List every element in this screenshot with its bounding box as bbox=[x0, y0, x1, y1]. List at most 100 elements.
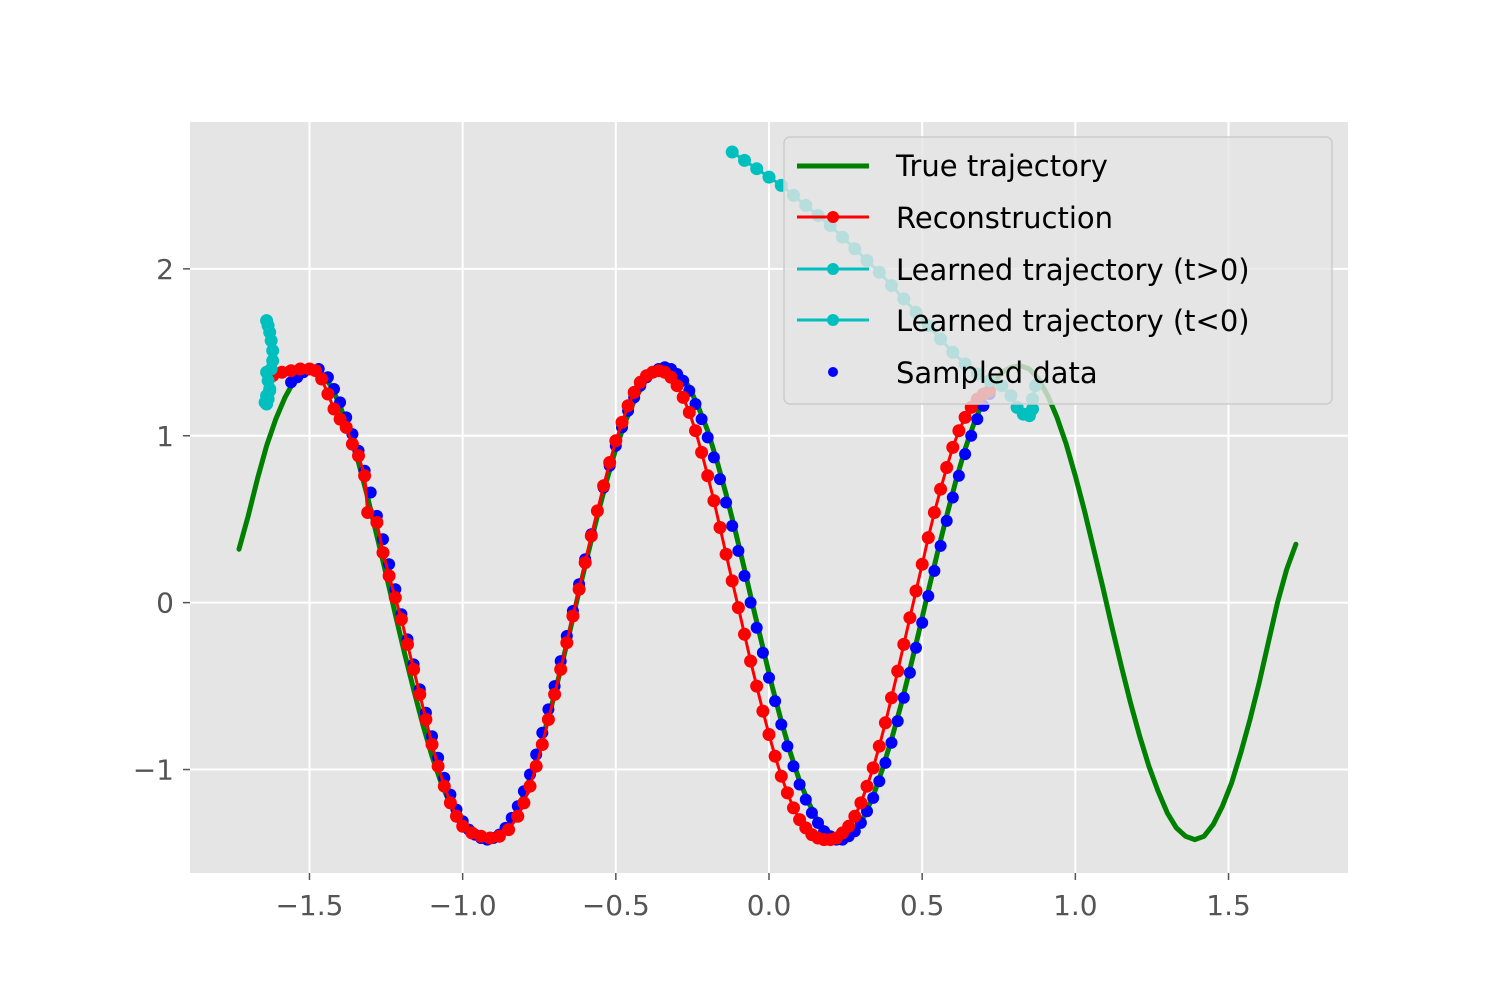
data-point-sampled-data bbox=[940, 514, 953, 527]
data-point-reconstruction bbox=[572, 582, 586, 596]
data-point-sampled-data bbox=[769, 695, 782, 708]
data-point-reconstruction bbox=[713, 521, 727, 534]
data-point-reconstruction bbox=[915, 557, 929, 571]
data-point-learned-trajectory-t-0 bbox=[264, 334, 278, 348]
data-point-reconstruction bbox=[854, 796, 868, 810]
y-tick-label: 0 bbox=[156, 587, 174, 620]
data-point-reconstruction bbox=[934, 482, 948, 496]
data-point-reconstruction bbox=[842, 819, 856, 833]
legend-entry-true-trajectory: True trajectory bbox=[797, 149, 1108, 183]
data-point-reconstruction bbox=[627, 385, 641, 399]
data-point-sampled-data bbox=[812, 816, 824, 829]
data-point-reconstruction bbox=[603, 456, 617, 469]
data-point-reconstruction bbox=[511, 809, 525, 823]
legend-marker-learned-t-neg bbox=[827, 314, 839, 326]
data-point-reconstruction bbox=[921, 531, 935, 545]
data-point-reconstruction bbox=[701, 469, 715, 483]
data-point-reconstruction bbox=[670, 379, 684, 393]
data-point-reconstruction bbox=[370, 516, 384, 529]
legend: True trajectory Reconstruction Learned t… bbox=[783, 136, 1333, 405]
data-point-reconstruction bbox=[946, 440, 960, 454]
data-point-sampled-data bbox=[885, 736, 898, 749]
data-point-sampled-data bbox=[701, 431, 714, 444]
data-point-reconstruction bbox=[621, 399, 635, 413]
data-point-reconstruction bbox=[548, 687, 562, 701]
data-point-learned-trajectory-t-0 bbox=[266, 344, 280, 358]
data-point-reconstruction bbox=[327, 402, 341, 416]
data-point-sampled-data bbox=[756, 646, 769, 659]
legend-label-true-trajectory: True trajectory bbox=[895, 149, 1108, 183]
data-point-reconstruction bbox=[401, 637, 414, 651]
x-tick-label: −0.5 bbox=[582, 889, 650, 922]
data-point-reconstruction bbox=[590, 504, 604, 518]
data-point-sampled-data bbox=[934, 539, 947, 552]
data-point-sampled-data bbox=[928, 564, 941, 577]
data-point-learned-trajectory-t-0 bbox=[762, 170, 776, 184]
legend-entry-reconstruction: Reconstruction bbox=[797, 201, 1113, 235]
data-point-reconstruction bbox=[352, 449, 365, 463]
data-point-reconstruction bbox=[315, 372, 329, 386]
x-tick-label: −1.5 bbox=[275, 889, 343, 922]
data-point-reconstruction bbox=[750, 679, 764, 693]
data-point-reconstruction bbox=[578, 556, 592, 570]
data-point-reconstruction bbox=[456, 819, 470, 833]
legend-marker-reconstruction bbox=[827, 211, 839, 223]
data-point-sampled-data bbox=[971, 413, 984, 426]
data-point-learned-trajectory-t-0 bbox=[263, 382, 277, 396]
data-point-reconstruction bbox=[492, 829, 506, 843]
data-point-sampled-data bbox=[922, 590, 935, 602]
data-point-reconstruction bbox=[689, 424, 702, 438]
x-tick-label: −1.0 bbox=[429, 889, 497, 922]
data-point-reconstruction bbox=[958, 410, 972, 424]
data-point-reconstruction bbox=[940, 461, 954, 474]
legend-box bbox=[783, 136, 1333, 405]
data-point-sampled-data bbox=[897, 691, 910, 704]
data-point-reconstruction bbox=[382, 569, 396, 583]
data-point-reconstruction bbox=[738, 627, 751, 641]
data-point-reconstruction bbox=[897, 637, 911, 651]
legend-label-learned-t-neg: Learned trajectory (t<0) bbox=[896, 304, 1250, 338]
data-point-sampled-data bbox=[965, 429, 978, 442]
data-point-reconstruction bbox=[731, 601, 745, 615]
legend-entry-learned-t-pos: Learned trajectory (t>0) bbox=[797, 253, 1250, 287]
data-point-reconstruction bbox=[554, 662, 568, 676]
data-point-reconstruction bbox=[885, 691, 898, 705]
data-point-reconstruction bbox=[676, 390, 690, 404]
data-point-reconstruction bbox=[695, 445, 709, 459]
data-point-reconstruction bbox=[376, 546, 390, 560]
legend-marker-learned-t-pos bbox=[827, 263, 839, 275]
data-point-reconstruction bbox=[744, 654, 758, 668]
y-tick-label: 2 bbox=[156, 253, 174, 286]
data-point-reconstruction bbox=[609, 434, 623, 448]
data-point-reconstruction bbox=[584, 529, 598, 543]
data-point-reconstruction bbox=[339, 420, 353, 434]
data-point-reconstruction bbox=[725, 574, 739, 588]
x-tick-label: 0.5 bbox=[900, 889, 945, 922]
ticks: −1.5 −1.0 −0.5 0.0 0.5 1.0 1.5 −1 0 1 2 bbox=[133, 253, 1251, 922]
data-point-sampled-data bbox=[959, 448, 972, 461]
data-point-sampled-data bbox=[763, 671, 775, 684]
y-tick-label: −1 bbox=[133, 754, 174, 787]
data-point-reconstruction bbox=[909, 584, 923, 598]
legend-label-learned-t-pos: Learned trajectory (t>0) bbox=[896, 253, 1250, 287]
data-point-sampled-data bbox=[952, 469, 965, 482]
data-point-reconstruction bbox=[787, 801, 800, 815]
data-point-reconstruction bbox=[615, 415, 629, 429]
data-point-reconstruction bbox=[529, 759, 543, 773]
data-point-learned-trajectory-t-0 bbox=[1026, 402, 1039, 416]
data-point-reconstruction bbox=[903, 611, 917, 625]
data-point-reconstruction bbox=[866, 761, 880, 775]
data-point-reconstruction bbox=[413, 687, 427, 701]
data-point-reconstruction bbox=[345, 437, 359, 451]
data-point-sampled-data bbox=[910, 641, 922, 654]
data-point-reconstruction bbox=[560, 636, 574, 650]
data-point-reconstruction bbox=[394, 612, 408, 626]
data-point-reconstruction bbox=[541, 713, 555, 726]
data-point-reconstruction bbox=[361, 506, 375, 519]
data-point-sampled-data bbox=[781, 740, 794, 753]
data-point-sampled-data bbox=[726, 519, 739, 532]
data-point-reconstruction bbox=[443, 796, 457, 810]
data-point-sampled-data bbox=[879, 756, 892, 769]
data-point-learned-trajectory-t-0 bbox=[750, 162, 764, 176]
